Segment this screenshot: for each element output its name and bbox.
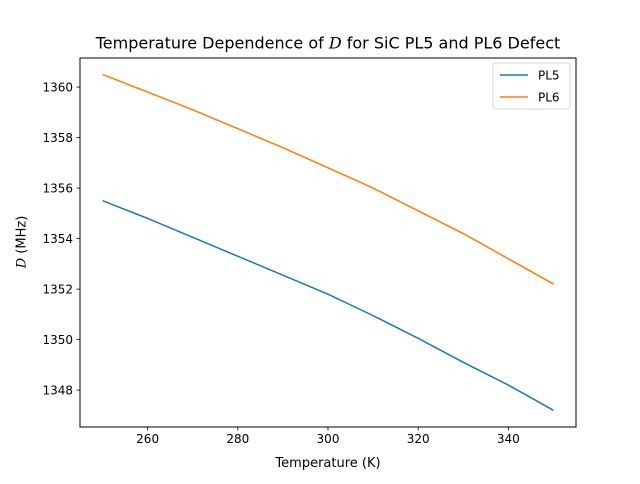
series-line-pl5: [102, 200, 554, 411]
y-tick-label: 1356: [42, 182, 73, 196]
x-tick-label: 280: [226, 432, 249, 446]
x-tick-label: 340: [497, 432, 520, 446]
series-line-pl6: [102, 73, 554, 285]
series-layer: [102, 73, 554, 411]
legend: PL5 PL6: [492, 62, 571, 110]
axes-frame: [79, 57, 577, 428]
plot-area: 260 280 300 320 340 1348 1350 1352 1354 1356 1358…: [42, 57, 577, 446]
y-tick-label: 1350: [42, 333, 73, 347]
y-tick-label: 1360: [42, 81, 73, 95]
y-tick-label: 1348: [42, 384, 73, 398]
x-tick-label: 320: [407, 432, 430, 446]
y-tick-label: 1354: [42, 232, 73, 246]
x-tick-label: 260: [136, 432, 159, 446]
x-axis-label: Temperature (K): [274, 456, 380, 471]
y-axis-label: D (MHz): [15, 216, 30, 270]
y-axis-ticks: 1348 1350 1352 1354 1356 1358 1360: [42, 81, 80, 398]
legend-label-pl6: PL6: [538, 91, 560, 105]
y-tick-label: 1358: [42, 131, 73, 145]
x-axis-ticks: 260 280 300 320 340: [136, 427, 520, 446]
x-tick-label: 300: [317, 432, 340, 446]
legend-label-pl5: PL5: [538, 69, 560, 83]
y-tick-label: 1352: [42, 283, 73, 297]
chart-title: Temperature Dependence of D for SiC PL5 …: [95, 34, 561, 53]
